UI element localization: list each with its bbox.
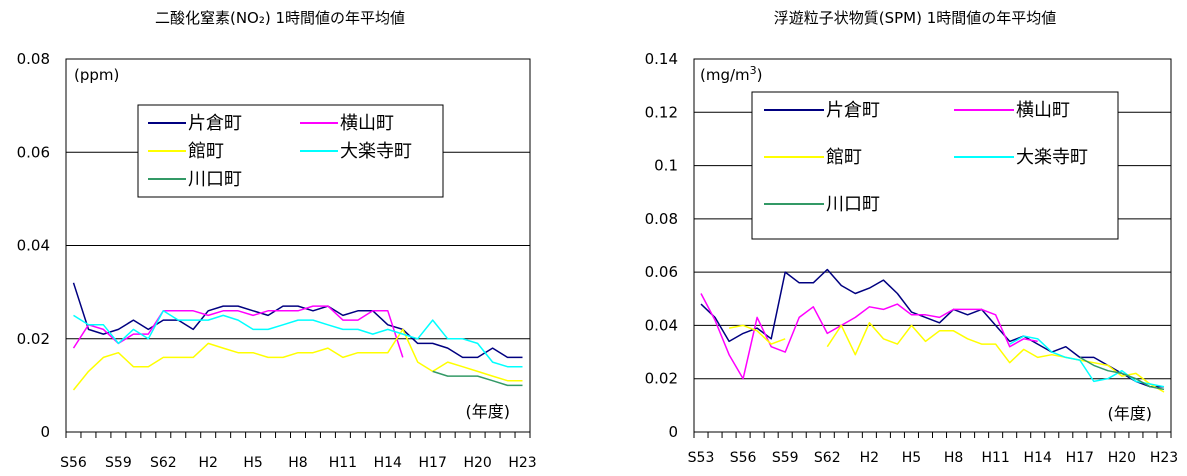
legend-label: 館町 [826, 147, 862, 168]
legend-label: 大楽寺町 [340, 141, 412, 162]
x-axis-unit: (年度) [1108, 404, 1153, 423]
legend-label: 横山町 [1016, 100, 1070, 121]
legend-label: 横山町 [340, 113, 394, 134]
x-tick-label: H8 [944, 450, 963, 466]
x-tick-label: H2 [198, 455, 217, 471]
chart-title: 二酸化窒素(NO₂) 1時間値の年平均値 [155, 9, 405, 27]
x-tick-label: H20 [1108, 450, 1136, 466]
y-axis-unit: (ppm) [74, 66, 119, 84]
x-tick-label: H11 [981, 450, 1009, 466]
legend-box [137, 104, 444, 198]
series-line-2 [700, 293, 1038, 380]
x-tick-label: H2 [860, 450, 879, 466]
chart-2: 浮遊粒子状物質(SPM) 1時間値の年平均値 0 0.02 0.04 0.06 0.08 0… [645, 9, 1179, 466]
y-tick-label: 0.12 [645, 103, 678, 121]
y-tick-label: 0.06 [645, 263, 678, 281]
legend-label: 川口町 [188, 169, 242, 190]
y-tick-label: 0.08 [645, 210, 678, 228]
y-tick-label: 0.08 [17, 50, 50, 68]
x-tick-label: H5 [902, 450, 921, 466]
x-tick-label: S59 [772, 450, 799, 466]
x-tick-label: H23 [508, 455, 536, 471]
y-tick-label: 0.04 [17, 237, 50, 255]
legend-label: 川口町 [826, 194, 880, 215]
y-axis-unit: (mg/m3) [700, 64, 763, 84]
x-tick-label: H20 [463, 455, 491, 471]
y-tick-label: 0 [40, 423, 50, 441]
x-axis-unit: (年度) [466, 402, 511, 421]
legend-label: 片倉町 [826, 100, 880, 121]
legend-label: 館町 [188, 141, 224, 162]
y-tick-label: 0.04 [645, 316, 678, 334]
x-tick-label: S62 [150, 455, 177, 471]
series-line-4 [73, 310, 523, 368]
x-tick-label: H8 [288, 455, 307, 471]
series-line-2 [72, 305, 404, 358]
series-line-1 [72, 282, 523, 359]
series-line-3 [728, 322, 1165, 393]
y-tick-label: 0 [668, 423, 678, 441]
series-line-5 [432, 370, 523, 387]
y-tick-label: 0.1 [654, 157, 678, 175]
y-tick-label: 0.14 [645, 50, 678, 68]
x-tick-label: H17 [419, 455, 447, 471]
legend-box [751, 91, 1119, 240]
series-line-3 [72, 328, 523, 391]
legend-label: 片倉町 [188, 113, 242, 134]
y-tick-label: 0.02 [17, 330, 50, 348]
x-tick-label: S59 [105, 455, 132, 471]
x-tick-label: S56 [730, 450, 757, 466]
series-line-4 [1009, 335, 1165, 388]
x-tick-label: S62 [814, 450, 841, 466]
x-tick-label: H23 [1150, 450, 1178, 466]
x-tick-label: H14 [1024, 450, 1052, 466]
x-tick-label: H17 [1066, 450, 1094, 466]
series-line-5 [1079, 356, 1165, 391]
y-tick-label: 0.02 [645, 370, 678, 388]
x-tick-label: S56 [60, 455, 87, 471]
chart-title: 浮遊粒子状物質(SPM) 1時間値の年平均値 [774, 9, 1057, 27]
series-line-1 [700, 268, 1164, 388]
x-tick-label: S53 [688, 450, 715, 466]
x-tick-label: H14 [374, 455, 402, 471]
y-tick-label: 0.06 [17, 143, 50, 161]
x-tick-label: H5 [243, 455, 262, 471]
chart-1: 二酸化窒素(NO₂) 1時間値の年平均値 0 0.02 0.04 0.06 0.08 S56… [17, 9, 537, 471]
legend-label: 大楽寺町 [1016, 147, 1088, 168]
x-tick-label: H11 [329, 455, 357, 471]
